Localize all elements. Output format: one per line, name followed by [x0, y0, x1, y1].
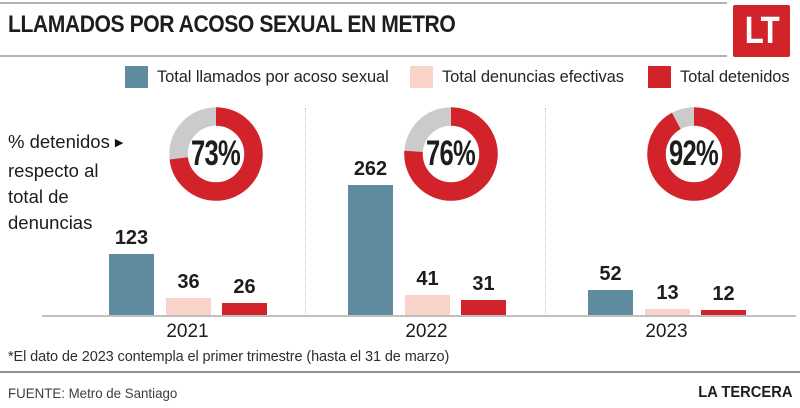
annotation-line-2: total de — [8, 186, 69, 207]
legend-item-1: Total denuncias efectivas — [410, 66, 624, 88]
donut-percentage-text: 73% — [191, 134, 242, 173]
legend-label: Total llamados por acoso sexual — [157, 68, 389, 86]
annotation-arrow-icon: ▶ — [114, 137, 124, 149]
bar-2023-series1 — [645, 309, 690, 316]
annotation-line-1: respecto al — [8, 160, 99, 181]
group-separator-1 — [305, 108, 306, 316]
bar-value-label: 31 — [472, 273, 495, 295]
group-separator-2 — [545, 108, 546, 316]
donut-percentage: 73% — [169, 107, 263, 201]
bar-value-label: 13 — [656, 282, 679, 304]
donut-2021: 73% — [169, 107, 263, 201]
bar-value-label: 12 — [712, 283, 735, 305]
donut-annotation: % detenidos ▶ respecto al total de denuncias — [8, 129, 123, 236]
legend-item-0: Total llamados por acoso sexual — [125, 66, 389, 88]
donut-percentage-text: 76% — [426, 134, 477, 173]
legend-swatch — [648, 66, 671, 88]
legend-label: Total denuncias efectivas — [442, 68, 624, 86]
footnote: *El dato de 2023 contempla el primer tri… — [8, 349, 450, 365]
bar-2021-series1 — [166, 298, 211, 316]
bar-value-label: 262 — [353, 158, 388, 180]
legend-swatch — [410, 66, 433, 88]
bar-value-label: 123 — [114, 227, 149, 249]
bar-2021-series2 — [222, 303, 267, 316]
bar-2022-series1 — [405, 295, 450, 316]
brand-credit: LA TERCERA — [698, 384, 793, 401]
bar-2022-series0 — [348, 185, 393, 316]
bar-2021-series0 — [109, 254, 154, 316]
x-axis-line — [42, 315, 796, 317]
donut-percentage: 92% — [647, 107, 741, 201]
footer-rule — [0, 371, 800, 373]
legend-item-2: Total detenidos — [648, 66, 790, 88]
legend: Total llamados por acoso sexual Total den… — [0, 66, 800, 88]
lt-logo: LT — [733, 5, 790, 57]
donut-2022: 76% — [404, 107, 498, 201]
bar-value-label: 41 — [416, 268, 439, 290]
page-title: LLAMADOS POR ACOSO SEXUAL EN METRO — [8, 11, 456, 38]
donut-percentage-text: 92% — [669, 134, 720, 173]
donut-2023: 92% — [647, 107, 741, 201]
bar-value-label: 36 — [177, 271, 200, 293]
bar-2023-series0 — [588, 290, 633, 316]
legend-swatch — [125, 66, 148, 88]
donut-percentage: 76% — [404, 107, 498, 201]
bar-value-label: 52 — [599, 263, 622, 285]
annotation-line-3: denuncias — [8, 212, 93, 233]
category-label-2021: 2021 — [166, 321, 209, 342]
category-label-2022: 2022 — [405, 321, 448, 342]
annotation-line-0: % detenidos ▶ — [8, 131, 124, 152]
top-rule — [0, 2, 727, 4]
source-credit: FUENTE: Metro de Santiago — [8, 385, 178, 401]
bar-2022-series2 — [461, 300, 506, 316]
lt-logo-text: LT — [744, 9, 779, 52]
category-label-2023: 2023 — [645, 321, 688, 342]
legend-label: Total detenidos — [680, 68, 790, 86]
title-rule — [0, 55, 727, 57]
bar-2023-series2 — [701, 310, 746, 316]
bar-value-label: 26 — [233, 276, 256, 298]
